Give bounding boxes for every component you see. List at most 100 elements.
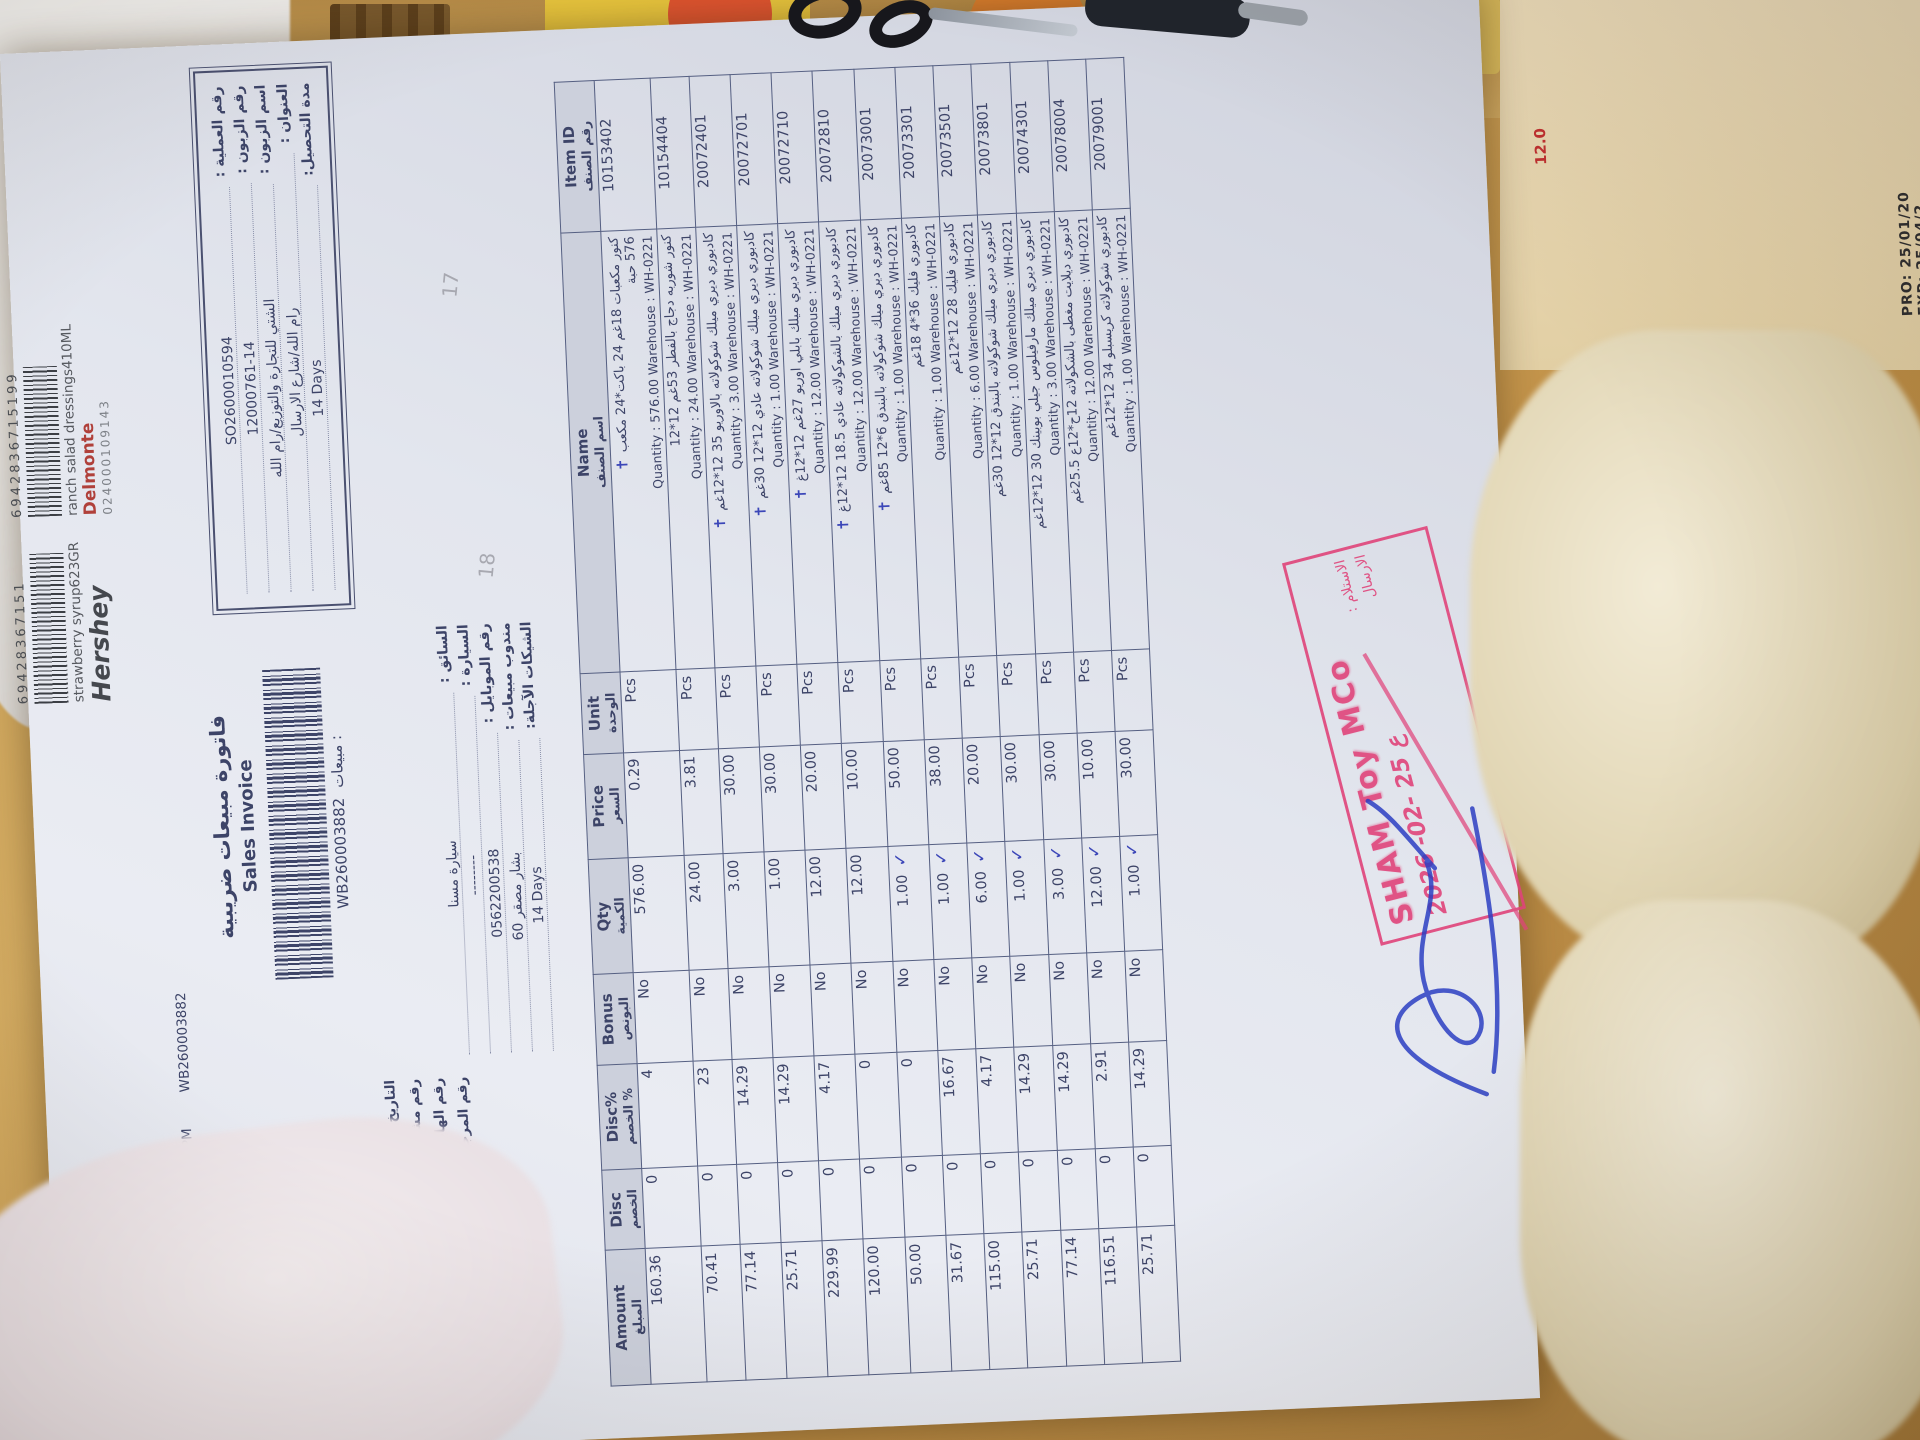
cell-bonus: No: [809, 963, 856, 1056]
cell-unit: Pcs: [755, 664, 801, 747]
cell-qty: 1.00✓: [887, 844, 934, 962]
cell-disc-pct: 4.17: [975, 1046, 1019, 1154]
cell-disc: 0: [697, 1164, 740, 1247]
cell-disc: 0: [980, 1152, 1023, 1235]
doc-number: WB260003882: [173, 992, 194, 1093]
brand-a: Hershey: [83, 584, 117, 703]
items-table: Item ID رقم الصنف Name اسم الصنف Unit الوحدة P…: [554, 57, 1182, 1387]
pencil-annotation-17: 17: [437, 271, 464, 300]
cell-amount: 70.41: [701, 1244, 746, 1382]
mobile-label: رقم الموبايل :: [476, 623, 497, 724]
cell-disc: 0: [1095, 1147, 1137, 1230]
cell-price: 20.00: [800, 742, 847, 851]
cell-disc: 0: [859, 1157, 905, 1240]
cell-amount: 229.99: [822, 1239, 870, 1377]
cell-disc-pct: 14.29: [772, 1055, 819, 1163]
cell-bonus: No: [1086, 951, 1129, 1044]
cell-unit: Pcs: [714, 666, 760, 749]
cell-amount: 50.00: [904, 1235, 952, 1373]
cell-item-id: 20072710: [771, 71, 819, 224]
cell-item-id: 20078004: [1047, 59, 1093, 212]
cell-disc-pct: 14.29: [1052, 1043, 1096, 1151]
barcode-a: [29, 552, 69, 704]
cell-disc: 0: [818, 1159, 864, 1242]
cell-price: 50.00: [882, 739, 929, 847]
cell-unit: Pcs: [796, 662, 842, 745]
cell-price: 30.00: [759, 744, 805, 852]
cell-bonus: No: [1048, 953, 1091, 1046]
cell-disc: 0: [1056, 1148, 1099, 1231]
driver-fields: السائق : سيارة مسنا السيارة : -------- رقم…: [430, 621, 558, 1056]
cell-amount: 77.14: [739, 1242, 787, 1381]
cell-amount: 116.51: [1098, 1227, 1143, 1365]
sales-label: مبيعات :: [326, 734, 348, 789]
hershey-label: 69428367151 strawberry syrup623GR Hershe…: [11, 541, 117, 705]
cell-qty: 1.00✓: [1005, 839, 1049, 957]
cell-qty: 12.00✓: [1081, 836, 1125, 954]
cell-qty: 6.00✓: [966, 841, 1011, 959]
cell-unit: Pcs: [1073, 650, 1116, 733]
sales-number: WB260003882: [329, 797, 353, 910]
cell-qty: 1.00✓: [1119, 834, 1163, 952]
column-header-amount: Amount المبلغ: [605, 1248, 652, 1387]
cell-price: 3.81: [679, 748, 723, 856]
cell-unit: Pcs: [838, 660, 883, 743]
cell-amount: 25.71: [1022, 1230, 1067, 1368]
column-header-disc: Disc%% الخصم: [597, 1063, 642, 1171]
pencil-annotation-18: 18: [473, 552, 500, 580]
cell-unit: Pcs: [996, 654, 1039, 737]
cell-disc: 0: [777, 1160, 823, 1243]
cell-disc-pct: 0: [855, 1052, 901, 1160]
cell-bonus: No: [1124, 949, 1167, 1042]
cell-qty: 24.00: [684, 853, 728, 971]
cell-unit: Pcs: [1035, 652, 1077, 735]
cell-qty: 3.00✓: [1043, 837, 1087, 955]
driver-label: السائق :: [434, 624, 453, 684]
cell-qty: 12.00: [804, 848, 852, 966]
barcode-b: [22, 366, 63, 518]
cell-bonus: No: [892, 959, 938, 1053]
cell-amount: 77.14: [1060, 1229, 1105, 1367]
cheques-label: الشيكات الآجلة:: [518, 621, 539, 730]
cell-item-id: 20073801: [971, 62, 1016, 215]
cell-bonus: No: [689, 968, 732, 1061]
cell-item-id: 20074301: [1009, 60, 1055, 213]
cell-amount: 25.71: [1136, 1225, 1181, 1363]
cell-item-id: 20072810: [812, 69, 860, 222]
cell-unit: Pcs: [620, 669, 680, 753]
cell-price: 10.00: [841, 741, 888, 849]
invoice-paper: تلفاكس: 02-2906091 طيبة طيبة Original Pa…: [0, 0, 1540, 1440]
cell-price: 38.00: [923, 737, 967, 845]
cell-disc-pct: 23: [693, 1059, 737, 1167]
cell-item-id: 20073001: [853, 67, 902, 220]
cell-disc: 0: [900, 1155, 946, 1238]
red-qty-mark: 12.0: [1530, 127, 1551, 166]
cell-price: 0.29: [623, 750, 685, 858]
cell-disc-pct: 4.17: [813, 1053, 860, 1161]
barcode: [262, 667, 334, 980]
cell-qty: 576.00: [628, 855, 690, 974]
cell-disc-pct: 14.29: [1128, 1040, 1172, 1148]
signature-scribble: [1365, 798, 1500, 1097]
cell-unit: Pcs: [879, 659, 924, 742]
column-header-price: Price السعر: [583, 752, 629, 860]
cell-disc-pct: 4: [637, 1060, 698, 1169]
cell-bonus: No: [633, 970, 694, 1064]
cell-bonus: No: [727, 967, 773, 1060]
cell-item-id: 10154404: [650, 76, 696, 229]
collection-label: مدة التحصيل:: [296, 82, 317, 177]
cell-disc: 0: [736, 1162, 781, 1245]
column-header-disc: Disc الخصم: [601, 1168, 646, 1251]
product-labels: 69428367151 strawberry syrup623GR Hershe…: [0, 35, 286, 705]
cell-item-id: 20072401: [688, 74, 737, 227]
delmonte-label: 6942836715199 ranch salad dressings410ML…: [3, 323, 115, 518]
cell-price: 30.00: [1115, 729, 1158, 837]
cell-price: 30.00: [717, 746, 764, 854]
cell-item-id: 10153402: [594, 78, 657, 231]
column-header-itemid: Item ID رقم الصنف: [554, 80, 601, 233]
cell-unit: Pcs: [920, 657, 963, 740]
table-body: 10153402 كنور مكعبات 18غم 24 باكت*24 مكعب…: [594, 57, 1181, 1385]
cell-item-id: 20073501: [932, 64, 978, 217]
cell-qty: 1.00: [763, 850, 810, 968]
cream-carton: [1500, 0, 1920, 370]
